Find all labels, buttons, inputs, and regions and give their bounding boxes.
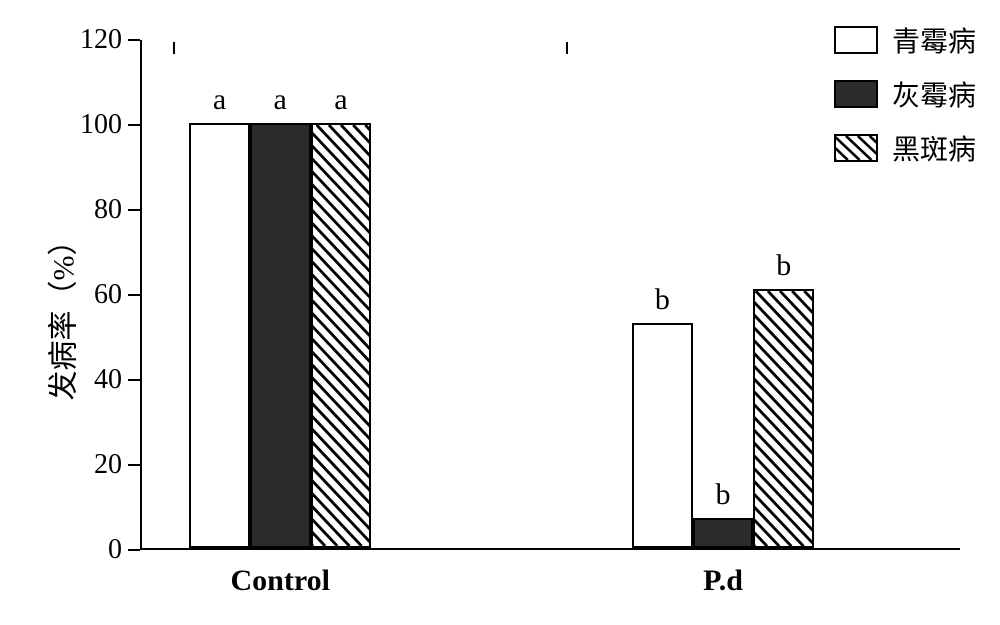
y-tick bbox=[128, 124, 140, 126]
bar-annotation: b bbox=[776, 249, 791, 283]
y-tick bbox=[128, 294, 140, 296]
y-tick-label: 60 bbox=[94, 279, 122, 311]
bar-hatch bbox=[311, 123, 372, 548]
bar-dark bbox=[693, 518, 754, 548]
y-tick bbox=[128, 379, 140, 381]
legend-label: 灰霉病 bbox=[892, 74, 976, 114]
y-tick-label: 100 bbox=[80, 109, 122, 141]
bar-hatch bbox=[753, 289, 814, 548]
bar-white bbox=[189, 123, 250, 548]
bar-annotation: b bbox=[716, 478, 731, 512]
legend-swatch bbox=[834, 134, 878, 162]
y-tick-label: 0 bbox=[108, 534, 122, 566]
legend-item: 灰霉病 bbox=[834, 74, 976, 114]
legend-item: 黑斑病 bbox=[834, 128, 976, 168]
bar-dark bbox=[250, 123, 311, 548]
x-group-label: P.d bbox=[703, 564, 743, 598]
legend-label: 青霉病 bbox=[892, 20, 976, 60]
bar-white bbox=[632, 323, 693, 548]
x-tick bbox=[173, 42, 175, 54]
y-tick-label: 40 bbox=[94, 364, 122, 396]
y-tick bbox=[128, 39, 140, 41]
y-axis-line bbox=[140, 40, 142, 550]
y-tick bbox=[128, 549, 140, 551]
legend-swatch bbox=[834, 80, 878, 108]
y-tick-label: 80 bbox=[94, 194, 122, 226]
x-tick bbox=[566, 42, 568, 54]
y-axis-label: 发病率（%） bbox=[39, 225, 83, 400]
bar-annotation: b bbox=[655, 283, 670, 317]
x-axis-line bbox=[140, 548, 960, 550]
bar-annotation: a bbox=[274, 83, 287, 117]
y-tick bbox=[128, 209, 140, 211]
legend-label: 黑斑病 bbox=[892, 128, 976, 168]
y-tick bbox=[128, 464, 140, 466]
y-tick-label: 120 bbox=[80, 24, 122, 56]
bar-annotation: a bbox=[213, 83, 226, 117]
bar-annotation: a bbox=[334, 83, 347, 117]
legend-item: 青霉病 bbox=[834, 20, 976, 60]
legend: 青霉病灰霉病黑斑病 bbox=[834, 20, 976, 182]
y-tick-label: 20 bbox=[94, 449, 122, 481]
x-group-label: Control bbox=[230, 564, 329, 598]
chart-container: 发病率（%） 0 20 40 60 80 100 120 a a a Control b b b P.d 青… bbox=[0, 0, 1000, 625]
legend-swatch bbox=[834, 26, 878, 54]
